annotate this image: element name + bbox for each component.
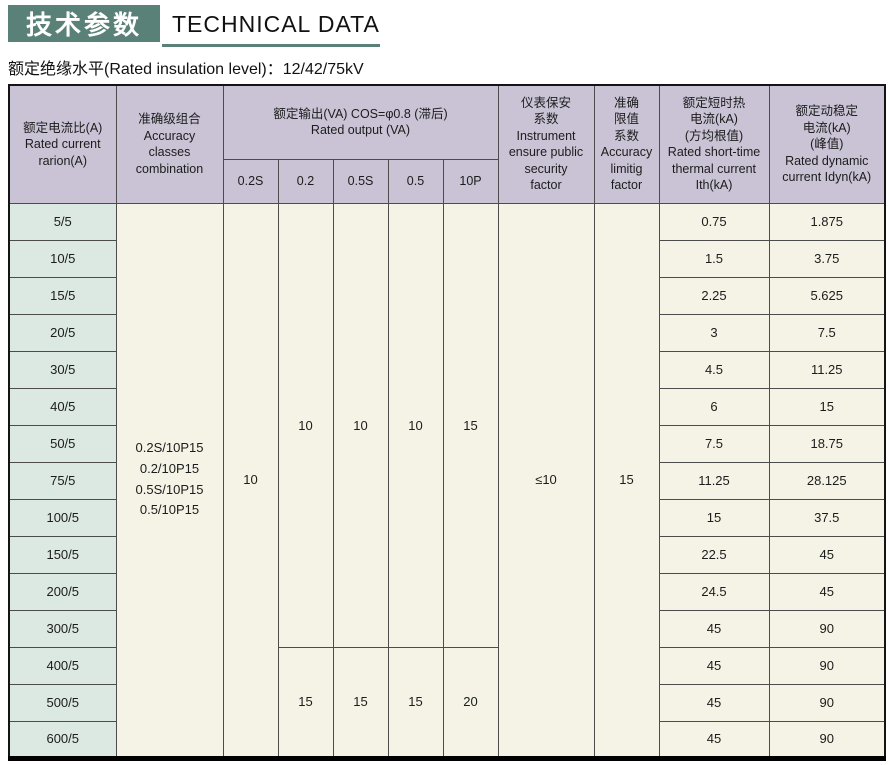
instrument-factor-value-cell: ≤10 <box>497 202 595 759</box>
dynamic-cell: 37.5 <box>768 498 886 537</box>
ratio-cell: 400/5 <box>8 646 117 685</box>
ratio-cell: 40/5 <box>8 387 117 426</box>
table-row: 600/5 45 90 <box>8 720 886 759</box>
subheader-02: 0.2 <box>277 158 334 204</box>
thermal-cell: 6 <box>658 387 770 426</box>
limit-factor-value-cell: 15 <box>593 202 660 759</box>
thermal-cell: 2.25 <box>658 276 770 315</box>
thermal-cell: 22.5 <box>658 535 770 574</box>
dynamic-cell: 15 <box>768 387 886 426</box>
header-rated-output: 额定输出(VA) COS=φ0.8 (滞后) Rated output (VA) <box>222 84 499 160</box>
table-row: 200/5 24.5 45 <box>8 572 886 611</box>
dynamic-cell: 18.75 <box>768 424 886 463</box>
output-bottom-05s-cell: 15 <box>332 646 389 759</box>
ratio-cell: 30/5 <box>8 350 117 389</box>
dynamic-cell: 5.625 <box>768 276 886 315</box>
subheader-10p: 10P <box>442 158 499 204</box>
thermal-cell: 15 <box>658 498 770 537</box>
table-row: 75/5 11.25 28.125 <box>8 461 886 500</box>
page-header: 技术参数 TECHNICAL DATA 额定绝缘水平(Rated insulat… <box>0 0 890 84</box>
ratio-cell: 5/5 <box>8 202 117 241</box>
subheader-02s: 0.2S <box>222 158 279 204</box>
header-accuracy-limit-factor: 准确 限值 系数 Accuracy limitig factor <box>593 84 660 204</box>
table-row: 150/5 22.5 45 <box>8 535 886 574</box>
ratio-cell: 10/5 <box>8 239 117 278</box>
subheader-05: 0.5 <box>387 158 444 204</box>
thermal-cell: 0.75 <box>658 202 770 241</box>
thermal-cell: 45 <box>658 609 770 648</box>
thermal-cell: 7.5 <box>658 424 770 463</box>
ratio-cell: 200/5 <box>8 572 117 611</box>
title-underline <box>162 44 380 47</box>
output-top-10p-cell: 15 <box>442 202 499 648</box>
thermal-cell: 24.5 <box>658 572 770 611</box>
dynamic-cell: 45 <box>768 535 886 574</box>
dynamic-cell: 3.75 <box>768 239 886 278</box>
dynamic-cell: 28.125 <box>768 461 886 500</box>
ratio-cell: 15/5 <box>8 276 117 315</box>
dynamic-cell: 45 <box>768 572 886 611</box>
table-row: 50/5 7.5 18.75 <box>8 424 886 463</box>
dynamic-cell: 90 <box>768 646 886 685</box>
thermal-cell: 11.25 <box>658 461 770 500</box>
thermal-cell: 3 <box>658 313 770 352</box>
dynamic-cell: 90 <box>768 720 886 759</box>
header-accuracy-classes: 准确级组合 Accuracy classes combination <box>115 84 224 204</box>
ratio-cell: 100/5 <box>8 498 117 537</box>
table-subheader-row: 0.2S 0.2 0.5S 0.5 10P <box>9 158 885 204</box>
header-thermal-current: 额定短时热 电流(kA) (方均根值) Rated short-time the… <box>658 84 770 204</box>
table-row: 30/5 4.5 11.25 <box>8 350 886 389</box>
table-row: 500/5 45 90 <box>8 683 886 722</box>
table-row: 400/5 15 15 15 20 45 90 <box>8 646 886 759</box>
dynamic-cell: 11.25 <box>768 350 886 389</box>
dynamic-cell: 90 <box>768 609 886 648</box>
output-bottom-10p-cell: 20 <box>442 646 499 759</box>
output-bottom-05-cell: 15 <box>387 646 444 759</box>
header-rated-current-ratio: 额定电流比(A) Rated current rarion(A) <box>8 84 117 204</box>
header-instrument-security-factor: 仪表保安 系数 Instrument ensure public securit… <box>497 84 595 204</box>
header-dynamic-current: 额定动稳定 电流(kA) (峰值) Rated dynamic current … <box>768 84 886 204</box>
table-row: 15/5 2.25 5.625 <box>8 276 886 315</box>
table-header-row: 额定电流比(A) Rated current rarion(A) 准确级组合 A… <box>8 84 886 204</box>
output-top-05s-cell: 10 <box>332 202 389 648</box>
thermal-cell: 4.5 <box>658 350 770 389</box>
thermal-cell: 45 <box>658 720 770 759</box>
ratio-cell: 300/5 <box>8 609 117 648</box>
section-title-cn: 技术参数 <box>8 5 160 42</box>
thermal-cell: 1.5 <box>658 239 770 278</box>
table-row: 300/5 45 90 <box>8 609 886 648</box>
ratio-cell: 500/5 <box>8 683 117 722</box>
dynamic-cell: 90 <box>768 683 886 722</box>
output-02s-value-cell: 10 <box>222 202 279 759</box>
subheader-05s: 0.5S <box>332 158 389 204</box>
technical-data-table: 额定电流比(A) Rated current rarion(A) 准确级组合 A… <box>8 84 886 761</box>
ratio-cell: 150/5 <box>8 535 117 574</box>
table-row: 5/5 0.2S/10P15 0.2/10P15 0.5S/10P15 0.5/… <box>8 202 886 759</box>
table-row: 40/5 6 15 <box>8 387 886 426</box>
output-bottom-02-cell: 15 <box>277 646 334 759</box>
section-title-en: TECHNICAL DATA <box>172 11 380 37</box>
ratio-cell: 20/5 <box>8 313 117 352</box>
accuracy-combo-cell: 0.2S/10P15 0.2/10P15 0.5S/10P15 0.5/10P1… <box>115 202 224 759</box>
section-title-cn-label: 技术参数 <box>25 10 142 40</box>
table-row: 10/5 1.5 3.75 <box>8 239 886 278</box>
ratio-cell: 600/5 <box>8 720 117 759</box>
dynamic-cell: 7.5 <box>768 313 886 352</box>
ratio-cell: 50/5 <box>8 424 117 463</box>
output-top-05-cell: 10 <box>387 202 444 648</box>
thermal-cell: 45 <box>658 646 770 685</box>
ratio-cell: 75/5 <box>8 461 117 500</box>
rated-insulation-level: 额定绝缘水平(Rated insulation level)：12/42/75k… <box>8 61 364 78</box>
dynamic-cell: 1.875 <box>768 202 886 241</box>
output-top-02-cell: 10 <box>277 202 334 648</box>
thermal-cell: 45 <box>658 683 770 722</box>
